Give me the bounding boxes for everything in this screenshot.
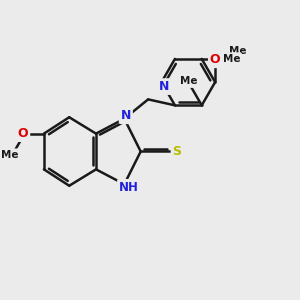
Text: Me: Me (1, 150, 18, 160)
Text: NH: NH (119, 181, 139, 194)
Text: N: N (121, 109, 131, 122)
Text: Me: Me (223, 54, 240, 64)
Text: N: N (159, 80, 170, 93)
Text: Me: Me (229, 46, 247, 56)
Text: S: S (172, 145, 182, 158)
Text: Me: Me (180, 76, 197, 86)
Text: O: O (18, 127, 28, 140)
Text: O: O (210, 53, 220, 66)
